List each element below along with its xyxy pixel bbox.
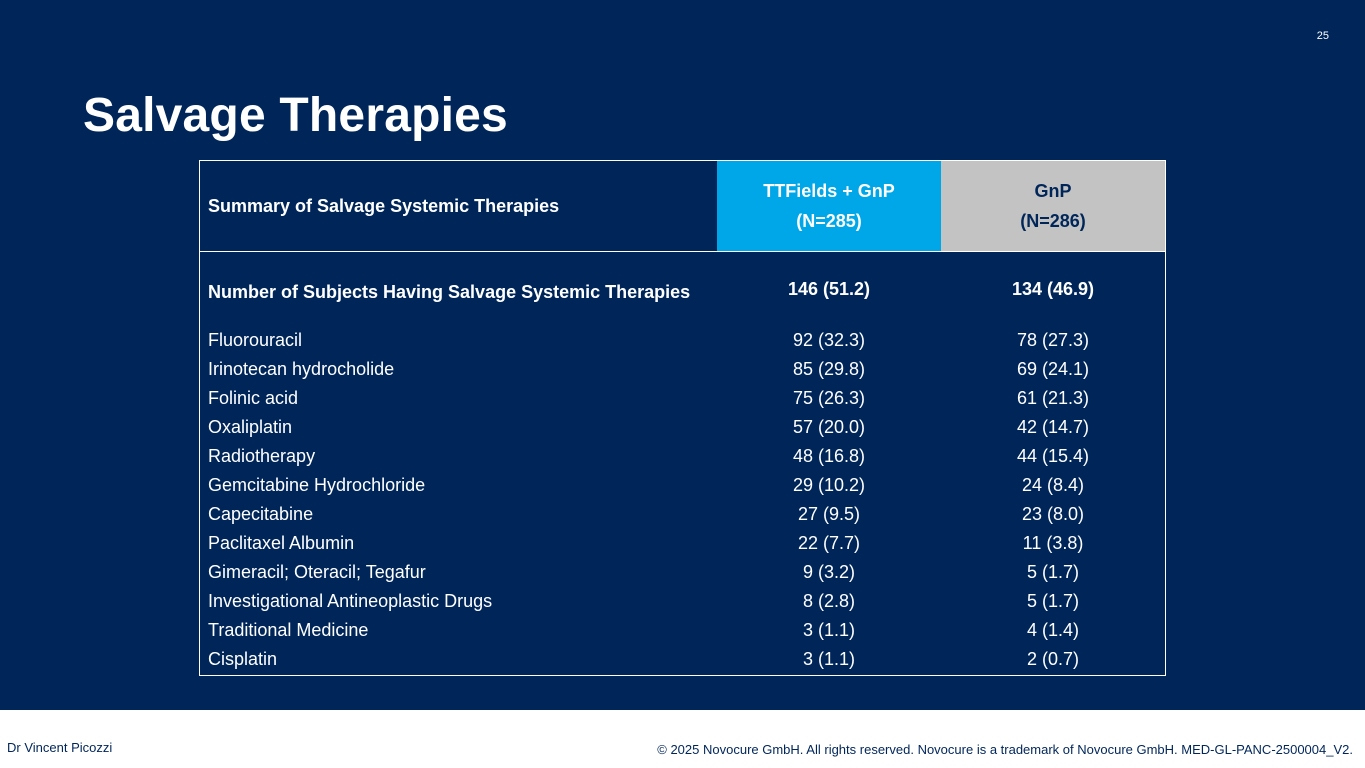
header-arm-ttfields-gnp: TTFields + GnP (N=285) [717, 160, 941, 252]
row-label: Fluorouracil [208, 330, 303, 350]
header-arm-ttfields-gnp-n: (N=285) [796, 211, 862, 231]
row-arm-gnp: 61 (21.3) [1016, 388, 1090, 408]
row-arm-ttfields-gnp: 29 (10.2) [792, 475, 866, 495]
table-row: Radiotherapy 48 (16.8) 44 (15.4) [200, 442, 1166, 471]
row-arm-ttfields-gnp: 22 (7.7) [797, 533, 861, 553]
table-header-row: Summary of Salvage Systemic Therapies TT… [199, 160, 1166, 252]
row-label: Gemcitabine Hydrochloride [208, 475, 426, 495]
row-label: Folinic acid [208, 388, 299, 408]
row-label: Traditional Medicine [208, 620, 369, 640]
row-arm-gnp: 69 (24.1) [1016, 359, 1090, 379]
table-row: Fluorouracil 92 (32.3) 78 (27.3) [200, 326, 1166, 355]
presenter-name: Dr Vincent Picozzi [7, 740, 113, 755]
table-row: Gimeracil; Oteracil; Tegafur 9 (3.2) 5 (… [200, 558, 1166, 587]
row-arm-gnp: 23 (8.0) [1021, 504, 1085, 524]
table-row: Capecitabine 27 (9.5) 23 (8.0) [200, 500, 1166, 529]
row-arm-ttfields-gnp: 27 (9.5) [797, 504, 861, 524]
row-label: Paclitaxel Albumin [208, 533, 355, 553]
header-arm-gnp-n: (N=286) [1020, 211, 1086, 231]
summary-row-label: Number of Subjects Having Salvage System… [208, 281, 691, 302]
row-arm-gnp: 11 (3.8) [1022, 533, 1084, 553]
row-arm-ttfields-gnp: 3 (1.1) [802, 620, 856, 640]
summary-row: Number of Subjects Having Salvage System… [200, 252, 1166, 327]
row-label: Oxaliplatin [208, 417, 293, 437]
row-arm-ttfields-gnp: 3 (1.1) [802, 649, 856, 669]
summary-row-arm-ttfields-gnp: 146 (51.2) [787, 278, 871, 299]
row-arm-ttfields-gnp: 8 (2.8) [802, 591, 856, 611]
table-row: Gemcitabine Hydrochloride 29 (10.2) 24 (… [200, 471, 1166, 500]
header-arm-gnp: GnP (N=286) [941, 160, 1166, 252]
copyright-notice: © 2025 Novocure GmbH. All rights reserve… [657, 742, 1353, 757]
row-arm-gnp: 2 (0.7) [1026, 649, 1080, 669]
row-arm-gnp: 5 (1.7) [1026, 591, 1080, 611]
row-arm-gnp: 4 (1.4) [1026, 620, 1080, 640]
table-row: Irinotecan hydrocholide 85 (29.8) 69 (24… [200, 355, 1166, 384]
page-number: 25 [1316, 30, 1329, 42]
table-row: Folinic acid 75 (26.3) 61 (21.3) [200, 384, 1166, 413]
row-arm-ttfields-gnp: 48 (16.8) [792, 446, 866, 466]
row-arm-ttfields-gnp: 57 (20.0) [792, 417, 866, 437]
row-arm-gnp: 5 (1.7) [1026, 562, 1080, 582]
row-label: Investigational Antineoplastic Drugs [208, 591, 493, 611]
slide-body: 25 Salvage Therapies Summary of Salvage … [0, 0, 1365, 710]
row-label: Gimeracil; Oteracil; Tegafur [208, 562, 426, 582]
summary-row-arm-gnp: 134 (46.9) [1011, 278, 1095, 299]
row-arm-gnp: 42 (14.7) [1016, 417, 1090, 437]
row-arm-ttfields-gnp: 75 (26.3) [792, 388, 866, 408]
row-label: Capecitabine [208, 504, 314, 524]
table-row: Oxaliplatin 57 (20.0) 42 (14.7) [200, 413, 1166, 442]
slide-title: Salvage Therapies [83, 89, 508, 142]
header-arm-gnp-name: GnP [1034, 181, 1072, 201]
row-arm-ttfields-gnp: 92 (32.3) [792, 330, 866, 350]
row-label: Cisplatin [208, 649, 278, 669]
row-arm-gnp: 24 (8.4) [1021, 475, 1085, 495]
table-row: Traditional Medicine 3 (1.1) 4 (1.4) [200, 616, 1166, 645]
header-arm-ttfields-gnp-name: TTFields + GnP [763, 181, 895, 201]
row-arm-ttfields-gnp: 85 (29.8) [792, 359, 866, 379]
table-row: Cisplatin 3 (1.1) 2 (0.7) [200, 645, 1166, 676]
row-arm-gnp: 44 (15.4) [1016, 446, 1090, 466]
row-label: Radiotherapy [208, 446, 316, 466]
salvage-therapies-table: Summary of Salvage Systemic Therapies TT… [199, 160, 1166, 676]
row-label: Irinotecan hydrocholide [208, 359, 395, 379]
header-label: Summary of Salvage Systemic Therapies [208, 195, 560, 216]
table-row: Investigational Antineoplastic Drugs 8 (… [200, 587, 1166, 616]
table-row: Paclitaxel Albumin 22 (7.7) 11 (3.8) [200, 529, 1166, 558]
row-arm-ttfields-gnp: 9 (3.2) [802, 562, 856, 582]
row-arm-gnp: 78 (27.3) [1016, 330, 1090, 350]
